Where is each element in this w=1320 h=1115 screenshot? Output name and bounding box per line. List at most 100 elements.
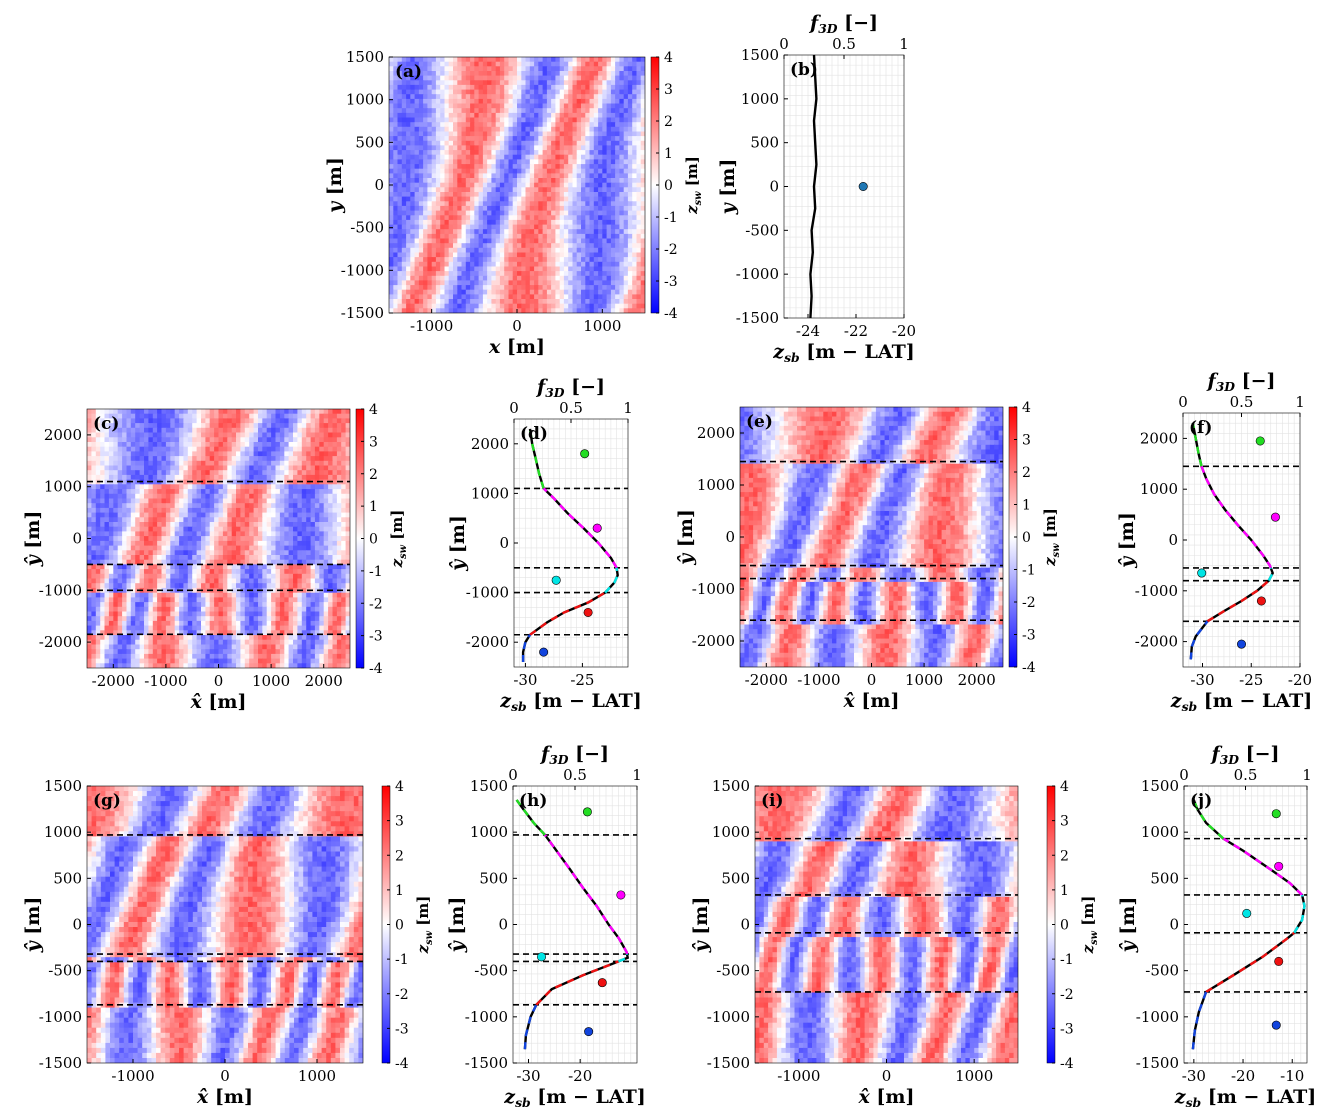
x-axis-label: zsb [m − LAT]: [499, 690, 641, 714]
colorbar-tick-label: -3: [1060, 1021, 1074, 1037]
y-tick-label: -500: [745, 221, 779, 239]
y-axis-label: y [m]: [717, 159, 739, 216]
x-tick-label: -20: [1288, 671, 1312, 689]
y-tick-label: 2000: [471, 435, 509, 453]
y-axis-label: ŷ [m]: [675, 509, 697, 566]
f3d-point: [1270, 512, 1280, 522]
f3d-point: [1271, 809, 1281, 819]
profile-zone-segment: [1206, 579, 1270, 623]
colorbar-tick-label: -4: [1022, 660, 1036, 676]
panel-label: (j): [1190, 791, 1212, 811]
colorbar-tick-label: -2: [664, 242, 678, 258]
colorbar-tick-label: 4: [369, 402, 378, 418]
x-axis-label: zsb [m − LAT]: [503, 1086, 645, 1110]
x-tick-label: 1000: [955, 1067, 993, 1085]
x-axis-label: x̂ [m]: [189, 691, 246, 713]
colorbar-tick-label: 2: [1060, 848, 1069, 864]
y-axis-label: ŷ [m]: [1116, 512, 1138, 569]
colorbar-tick-label: 3: [395, 814, 404, 830]
y-tick-label: 0: [1168, 531, 1178, 549]
f3d-point: [1274, 861, 1284, 871]
colorbar-tick-label: 2: [369, 467, 378, 483]
profile-zone-segment: [521, 634, 532, 662]
panel-i: -1000 0 1000 -1500 -1000 -500 0 500 1000 1500 (i) x…: [690, 777, 1100, 1108]
colorbar-label: zsw [m]: [388, 510, 409, 569]
y-tick-label: -1000: [341, 261, 384, 279]
top-tick-label: 0: [508, 766, 518, 784]
y-tick-label: -1500: [39, 1054, 82, 1072]
y-tick-label: 1000: [346, 91, 384, 109]
y-tick-label: -500: [48, 962, 82, 980]
top-axis-label: f3D [−]: [1210, 743, 1280, 767]
y-axis-label: ŷ [m]: [1117, 897, 1139, 954]
x-tick-label: -20: [1231, 1067, 1255, 1085]
top-tick-label: 0: [1178, 393, 1188, 411]
bed-profile-line: [809, 54, 818, 319]
f3d-point: [583, 607, 593, 617]
y-tick-label: 0: [72, 916, 82, 934]
colorbar-tick-label: 3: [1022, 433, 1031, 449]
y-tick-label: -1000: [1136, 1008, 1179, 1026]
x-tick-label: 2000: [958, 671, 996, 689]
colorbar-tick-label: 0: [395, 918, 404, 934]
y-tick-label: 500: [750, 134, 779, 152]
colorbar-tick-label: 4: [664, 50, 673, 66]
x-tick-label: -20: [892, 322, 916, 340]
y-tick-label: -1500: [707, 1054, 750, 1072]
profile-zone-segment: [1200, 465, 1272, 569]
y-tick-label: 1000: [44, 823, 82, 841]
panel-label: (f): [1189, 418, 1212, 438]
colorbar-tick-label: 4: [395, 779, 404, 795]
panel-f: -30 -25 -20 0 0.5 1 -2000 -1000 0 1000 2000 (f) zsb …: [1116, 370, 1312, 714]
panel-c: -2000 -1000 0 1000 2000 -2000 -1000 0 1000 2000 (c…: [22, 402, 409, 713]
x-tick-label: 1000: [298, 1067, 336, 1085]
f3d-point: [1274, 956, 1284, 966]
colorbar-tick-label: -1: [664, 210, 678, 226]
colorbar-tick-label: 3: [1060, 814, 1069, 830]
colorbar-tick-label: -1: [1022, 563, 1036, 579]
profile-zone-segment: [515, 799, 546, 836]
y-tick-label: -1000: [707, 1008, 750, 1026]
grid: [784, 55, 904, 318]
x-tick-label: -2000: [745, 671, 788, 689]
panel-b: -24 -22 -20 0 0.5 1 -1500 -1000 -500 0 500 1000 1500…: [717, 12, 916, 365]
x-axis-label: x̂ [m]: [842, 690, 899, 712]
y-tick-label: 1500: [44, 777, 82, 795]
y-tick-label: 1000: [470, 823, 508, 841]
colorbar-tick-label: -1: [369, 564, 383, 580]
y-tick-label: 1000: [1140, 480, 1178, 498]
bed-field-i: [755, 786, 1018, 1063]
x-tick-label: 0: [512, 317, 522, 335]
colorbar-tick-label: 2: [1022, 465, 1031, 481]
colorbar-tick-label: -3: [1022, 628, 1036, 644]
x-tick-label: 1000: [583, 317, 621, 335]
x-tick-label: -30: [1182, 1067, 1206, 1085]
colorbar-label: zsw [m]: [683, 156, 704, 215]
colorbar-tick-label: 1: [369, 499, 378, 515]
grid: [514, 419, 628, 667]
y-tick-label: -1000: [736, 265, 779, 283]
x-axis-label: zsb [m − LAT]: [772, 341, 914, 365]
x-tick-label: 0: [867, 671, 877, 689]
profile-zone-segment: [617, 953, 630, 963]
y-tick-label: -2000: [39, 633, 82, 651]
top-tick-label: 0.5: [1234, 766, 1258, 784]
colorbar-tick-label: 1: [1022, 498, 1031, 514]
colorbar-label: zsw [m]: [1079, 896, 1100, 955]
y-axis-label: y [m]: [324, 157, 346, 214]
bed-field-a: [389, 57, 645, 313]
grid: [513, 786, 637, 1063]
x-tick-label: -1000: [144, 672, 187, 690]
panel-d: -30 -25 0 0.5 1 -2000 -1000 0 1000 2000 (d) zsb [m …: [447, 376, 642, 714]
colorbar-tick-label: -4: [369, 661, 383, 677]
y-tick-label: -1000: [39, 1008, 82, 1026]
x-tick-label: -25: [570, 671, 594, 689]
y-tick-label: 2000: [44, 426, 82, 444]
y-tick-label: -1000: [465, 1008, 508, 1026]
y-tick-label: -2000: [692, 632, 735, 650]
y-tick-label: 2000: [1140, 429, 1178, 447]
panel-e: -2000 -1000 0 1000 2000 -2000 -1000 0 1000 2000 (e…: [675, 400, 1062, 712]
colorbar-tick-label: -2: [369, 596, 383, 612]
profile-zone-segment: [523, 1004, 538, 1050]
